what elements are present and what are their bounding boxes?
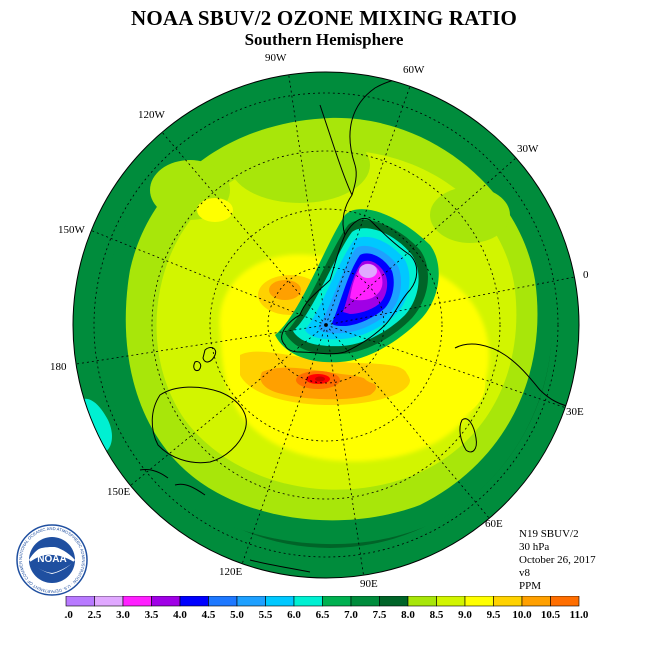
lon-label-60w: 60W: [403, 64, 425, 76]
info-units: PPM: [519, 580, 542, 592]
colorbar-tick-label: 6.0: [287, 609, 301, 621]
colorbar-swatch: [379, 596, 409, 607]
colorbar-swatches: [65, 596, 580, 607]
lon-label-30w: 30W: [517, 143, 539, 155]
colorbar-swatch: [122, 596, 152, 607]
colorbar-tick-label: 8.0: [401, 609, 415, 621]
lon-label-90w: 90W: [265, 52, 287, 64]
colorbar-swatch: [293, 596, 323, 607]
lon-label-60e: 60E: [485, 518, 503, 530]
info-date: October 26, 2017: [519, 554, 596, 566]
map-title: NOAA SBUV/2 OZONE MIXING RATIO: [131, 6, 517, 30]
colorbar-tick-label: 8.5: [430, 609, 444, 621]
info-satellite: N19 SBUV/2: [519, 528, 579, 540]
colorbar-tick-label: 5.0: [230, 609, 244, 621]
colorbar-tick-label: 9.5: [487, 609, 501, 621]
longitude-labels: 90W 60W 30W 0 30E 60E 90E 120E 150E 180 …: [50, 52, 589, 590]
colorbar-swatch: [65, 596, 95, 607]
info-pressure: 30 hPa: [519, 541, 550, 553]
colorbar-swatch: [436, 596, 466, 607]
lon-label-120e: 120E: [219, 566, 243, 578]
colorbar-tick-label: 7.0: [344, 609, 358, 621]
noaa-logo: NATIONAL OCEANIC AND ATMOSPHERIC ADMINIS…: [16, 524, 88, 596]
map-subtitle: Southern Hemisphere: [244, 30, 404, 49]
colorbar-swatch: [94, 596, 124, 607]
map-boundary: [72, 71, 580, 579]
colorbar-tick-label: 2.5: [88, 609, 102, 621]
lon-label-120w: 120W: [138, 109, 166, 121]
lon-label-0: 0: [583, 269, 589, 281]
lon-label-30e: 30E: [566, 406, 584, 418]
lon-label-150e: 150E: [107, 486, 131, 498]
lon-label-180: 180: [50, 361, 67, 373]
colorbar-swatch: [236, 596, 266, 607]
colorbar-swatch: [322, 596, 352, 607]
ozone-field: [73, 72, 579, 578]
colorbar-swatch: [151, 596, 181, 607]
colorbar-tick-label: 5.5: [259, 609, 273, 621]
colorbar-tick-label: 10.5: [541, 609, 561, 621]
colorbar-tick-label: 11.0: [570, 609, 589, 621]
colorbar-tick-label: 10.0: [512, 609, 532, 621]
colorbar-swatch: [208, 596, 238, 607]
colorbar-swatch: [179, 596, 209, 607]
colorbar: 2.0 2.5 3.0 3.5 4.0 4.5 5.0 5.5 6.0 6.5 7.0 7.5 8.0 8…: [64, 596, 589, 621]
colorbar-swatch: [464, 596, 494, 607]
colorbar-swatch: [493, 596, 523, 607]
lon-label-90e: 90E: [360, 578, 378, 590]
colorbar-swatch: [407, 596, 437, 607]
colorbar-tick-label: 4.0: [173, 609, 187, 621]
colorbar-swatch: [265, 596, 295, 607]
colorbar-tick-label: 2.0: [64, 609, 73, 621]
colorbar-swatch: [550, 596, 580, 607]
colorbar-ticks: 2.0 2.5 3.0 3.5 4.0 4.5 5.0 5.5 6.0 6.5 7.0 7.5 8.0 8…: [64, 609, 589, 621]
colorbar-tick-label: 4.5: [202, 609, 216, 621]
colorbar-tick-label: 6.5: [316, 609, 330, 621]
lon-label-150w: 150W: [58, 224, 86, 236]
colorbar-tick-label: 7.5: [373, 609, 387, 621]
colorbar-tick-label: 3.5: [145, 609, 159, 621]
colorbar-tick-label: 3.0: [116, 609, 130, 621]
colorbar-swatch: [350, 596, 380, 607]
logo-text: NOAA: [37, 554, 66, 565]
colorbar-tick-label: 9.0: [458, 609, 472, 621]
info-version: v8: [519, 567, 530, 579]
colorbar-swatch: [521, 596, 551, 607]
